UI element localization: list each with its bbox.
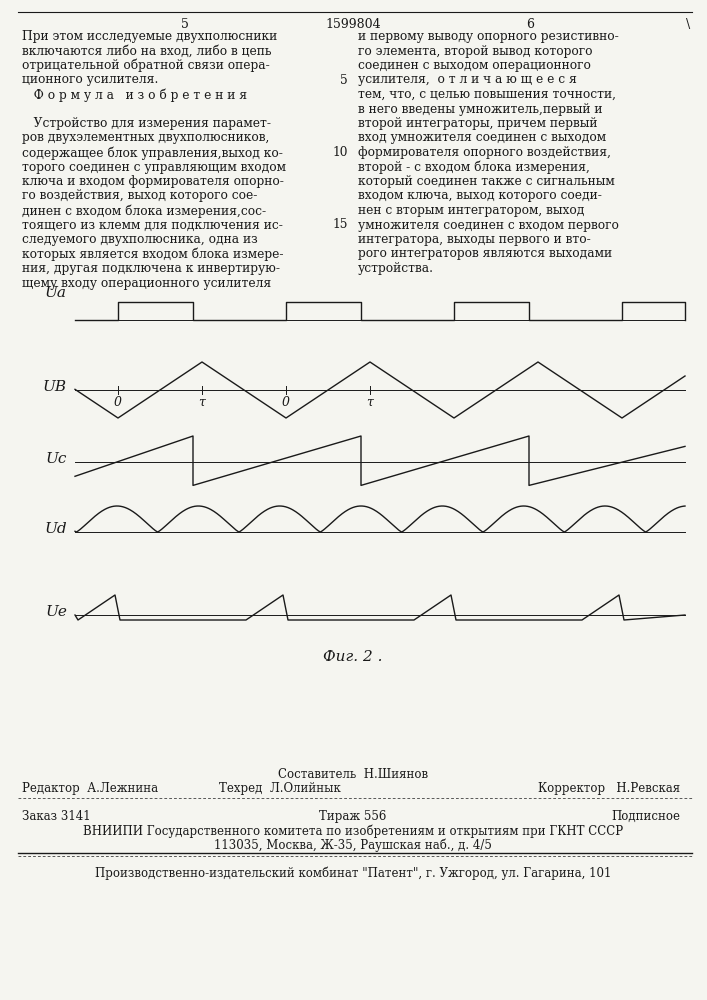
Text: умножителя соединен с входом первого: умножителя соединен с входом первого (358, 219, 619, 232)
Text: отрицательной обратной связи опера-: отрицательной обратной связи опера- (22, 59, 270, 73)
Text: Ф о р м у л а   и з о б р е т е н и я: Ф о р м у л а и з о б р е т е н и я (22, 88, 247, 102)
Text: Фиг. 2 .: Фиг. 2 . (323, 650, 382, 664)
Text: ния, другая подключена к инвертирую-: ния, другая подключена к инвертирую- (22, 262, 280, 275)
Text: устройства.: устройства. (358, 262, 434, 275)
Text: 1599804: 1599804 (325, 18, 381, 31)
Text: интегратора, выходы первого и вто-: интегратора, выходы первого и вто- (358, 233, 591, 246)
Text: 5: 5 (340, 74, 348, 87)
Text: щему входу операционного усилителя: щему входу операционного усилителя (22, 276, 271, 290)
Text: Подписное: Подписное (611, 810, 680, 823)
Text: Техред  Л.Олийнык: Техред Л.Олийнык (219, 782, 341, 795)
Text: тем, что, с целью повышения точности,: тем, что, с целью повышения точности, (358, 88, 616, 101)
Text: \: \ (686, 18, 690, 31)
Text: следуемого двухполюсника, одна из: следуемого двухполюсника, одна из (22, 233, 258, 246)
Text: Редактор  А.Лежнина: Редактор А.Лежнина (22, 782, 158, 795)
Text: Ua: Ua (45, 286, 67, 300)
Text: формирователя опорного воздействия,: формирователя опорного воздействия, (358, 146, 611, 159)
Text: Ud: Ud (45, 522, 67, 536)
Text: второй интеграторы, причем первый: второй интеграторы, причем первый (358, 117, 597, 130)
Text: го воздействия, выход которого сое-: го воздействия, выход которого сое- (22, 190, 257, 202)
Text: в него введены умножитель,первый и: в него введены умножитель,первый и (358, 103, 602, 115)
Text: и первому выводу опорного резистивно-: и первому выводу опорного резистивно- (358, 30, 619, 43)
Text: Ue: Ue (45, 605, 67, 619)
Text: τ: τ (199, 396, 206, 409)
Text: ВНИИПИ Государственного комитета по изобретениям и открытиям при ГКНТ СССР: ВНИИПИ Государственного комитета по изоб… (83, 825, 623, 838)
Text: содержащее блок управления,выход ко-: содержащее блок управления,выход ко- (22, 146, 283, 159)
Text: Устройство для измерения парамет-: Устройство для измерения парамет- (22, 117, 271, 130)
Text: Uc: Uc (46, 452, 67, 466)
Text: ключа и входом формирователя опорно-: ключа и входом формирователя опорно- (22, 175, 284, 188)
Text: Корректор   Н.Ревская: Корректор Н.Ревская (538, 782, 680, 795)
Text: которых является входом блока измере-: которых является входом блока измере- (22, 247, 284, 261)
Text: Производственно-издательский комбинат "Патент", г. Ужгород, ул. Гагарина, 101: Производственно-издательский комбинат "П… (95, 867, 611, 880)
Text: включаются либо на вход, либо в цепь: включаются либо на вход, либо в цепь (22, 44, 271, 57)
Text: Заказ 3141: Заказ 3141 (22, 810, 90, 823)
Text: 0: 0 (282, 396, 290, 409)
Text: который соединен также с сигнальным: который соединен также с сигнальным (358, 175, 615, 188)
Text: рого интеграторов являются выходами: рого интеграторов являются выходами (358, 247, 612, 260)
Text: второй - с входом блока измерения,: второй - с входом блока измерения, (358, 160, 590, 174)
Text: 113035, Москва, Ж-35, Раушская наб., д. 4/5: 113035, Москва, Ж-35, Раушская наб., д. … (214, 839, 492, 852)
Text: ционного усилителя.: ционного усилителя. (22, 74, 158, 87)
Text: соединен с выходом операционного: соединен с выходом операционного (358, 59, 591, 72)
Text: UB: UB (43, 380, 67, 394)
Text: 15: 15 (332, 219, 348, 232)
Text: торого соединен с управляющим входом: торого соединен с управляющим входом (22, 160, 286, 174)
Text: 6: 6 (526, 18, 534, 31)
Text: нен с вторым интегратором, выход: нен с вторым интегратором, выход (358, 204, 585, 217)
Text: ров двухэлементных двухполюсников,: ров двухэлементных двухполюсников, (22, 131, 269, 144)
Text: динен с входом блока измерения,сос-: динен с входом блока измерения,сос- (22, 204, 266, 218)
Text: 5: 5 (181, 18, 189, 31)
Text: Тираж 556: Тираж 556 (320, 810, 387, 823)
Text: тоящего из клемм для подключения ис-: тоящего из клемм для подключения ис- (22, 219, 283, 232)
Text: усилителя,  о т л и ч а ю щ е е с я: усилителя, о т л и ч а ю щ е е с я (358, 74, 577, 87)
Text: Составитель  Н.Шиянов: Составитель Н.Шиянов (278, 768, 428, 781)
Text: При этом исследуемые двухполюсники: При этом исследуемые двухполюсники (22, 30, 277, 43)
Text: входом ключа, выход которого соеди-: входом ключа, выход которого соеди- (358, 190, 602, 202)
Text: 0: 0 (114, 396, 122, 409)
Text: го элемента, второй вывод которого: го элемента, второй вывод которого (358, 44, 592, 57)
Text: τ: τ (366, 396, 373, 409)
Text: вход умножителя соединен с выходом: вход умножителя соединен с выходом (358, 131, 606, 144)
Text: 10: 10 (332, 146, 348, 159)
